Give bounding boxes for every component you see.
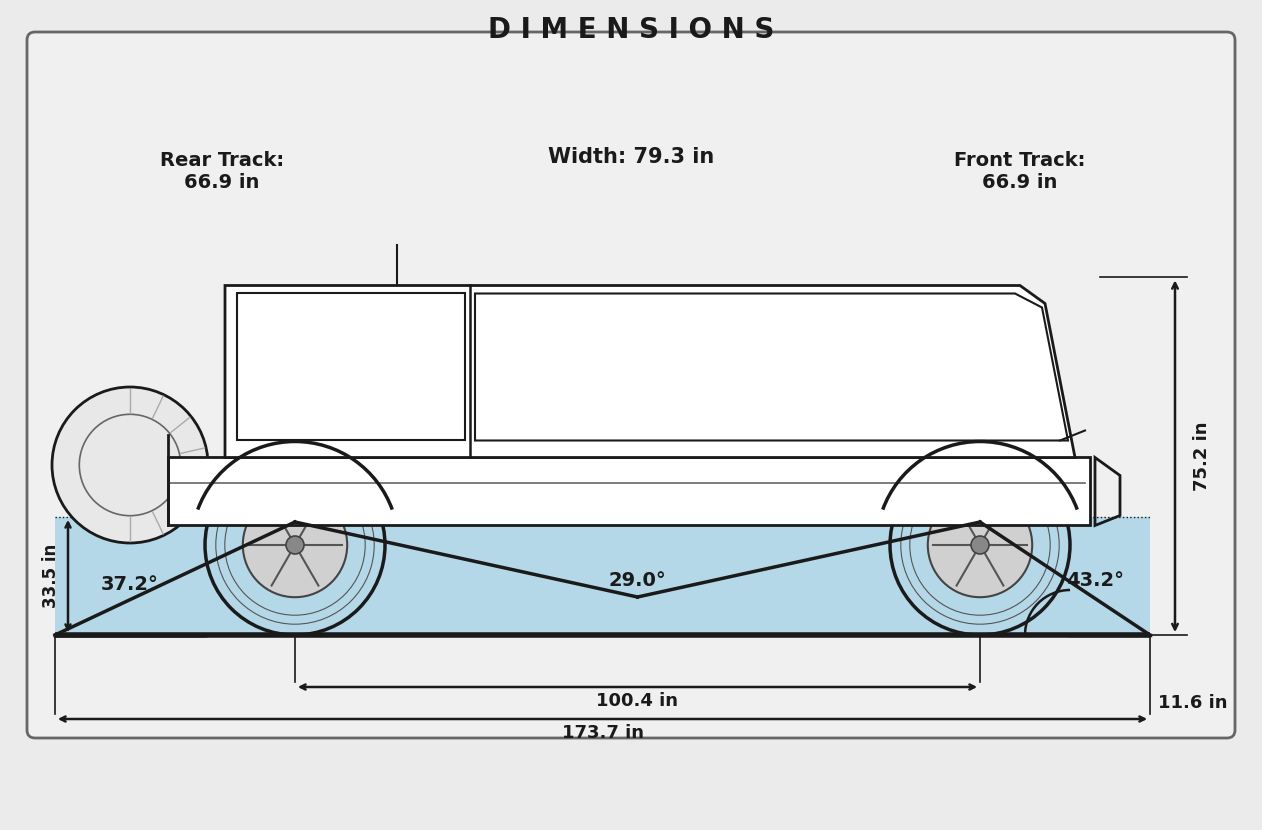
Text: 33.5 in: 33.5 in (42, 544, 61, 608)
Text: 100.4 in: 100.4 in (597, 692, 679, 710)
FancyBboxPatch shape (27, 32, 1235, 738)
Text: 75.2 in: 75.2 in (1193, 422, 1212, 491)
Text: 29.0°: 29.0° (608, 570, 666, 589)
Text: 66.9 in: 66.9 in (184, 173, 260, 192)
Text: 37.2°: 37.2° (101, 575, 159, 594)
Circle shape (52, 387, 208, 543)
Circle shape (242, 493, 347, 598)
Text: 173.7 in: 173.7 in (562, 724, 644, 742)
Polygon shape (225, 286, 1075, 457)
Text: 11.6 in: 11.6 in (1159, 694, 1228, 712)
Text: Width: 79.3 in: Width: 79.3 in (548, 147, 714, 167)
Text: 43.2°: 43.2° (1066, 570, 1124, 589)
Text: Rear Track:: Rear Track: (160, 151, 284, 170)
Polygon shape (168, 457, 1090, 525)
Text: Front Track:: Front Track: (954, 151, 1085, 170)
Circle shape (928, 493, 1032, 598)
Circle shape (286, 536, 304, 554)
Text: D I M E N S I O N S: D I M E N S I O N S (488, 16, 774, 44)
Polygon shape (56, 517, 1150, 635)
Text: 66.9 in: 66.9 in (982, 173, 1058, 192)
Circle shape (970, 536, 989, 554)
